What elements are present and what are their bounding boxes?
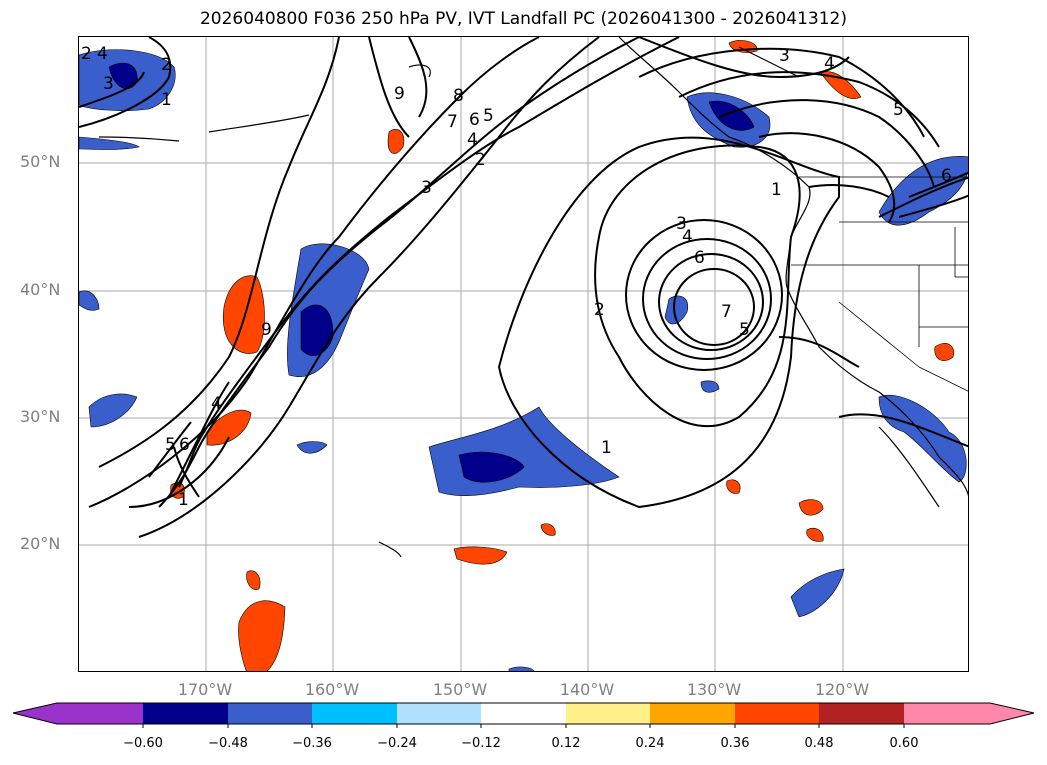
colorbar-outline [12, 702, 1035, 725]
contour-label: 9 [261, 320, 272, 340]
contour-label: 1 [601, 438, 612, 458]
coastlines [98, 37, 968, 558]
contour-label: 1 [771, 180, 782, 200]
pv-negative-areas [79, 49, 968, 671]
contour-label: 6 [179, 435, 190, 455]
colorbar-tick-label: −0.60 [123, 736, 163, 751]
contour-label: 4 [211, 394, 222, 414]
state-borders [791, 176, 968, 392]
lon-label-140w: 140°W [559, 680, 615, 699]
colorbar-tick-label: 0.48 [804, 736, 834, 751]
contour-label: 3 [103, 74, 114, 94]
colorbar-tick-label: −0.36 [292, 736, 332, 751]
lon-label-130w: 130°W [686, 680, 742, 699]
contour-label: 4 [467, 130, 478, 150]
contour-label: 5 [165, 435, 176, 455]
colorbar-segment [481, 703, 566, 724]
colorbar-segment [13, 703, 143, 724]
pv-positive-areas [170, 40, 955, 671]
contour-label: 8 [453, 86, 464, 106]
contour-label: 2 [475, 150, 486, 170]
colorbar-tick-label: −0.24 [377, 736, 417, 751]
contour-label: 4 [824, 54, 835, 74]
ivt-contours [79, 37, 968, 538]
lon-label-120w: 120°W [814, 680, 870, 699]
lon-label-160w: 160°W [304, 680, 360, 699]
contour-label: 1 [161, 90, 172, 110]
colorbar-segment [228, 703, 312, 724]
lat-label-30n: 30°N [20, 407, 61, 426]
lon-label-170w: 170°W [177, 680, 233, 699]
colorbar-segment [735, 703, 819, 724]
contour-label: 5 [483, 106, 494, 126]
contour-label: 6 [941, 166, 952, 186]
contour-label: 2 [161, 55, 172, 75]
contour-label: 6 [469, 110, 480, 130]
contour-label: 9 [394, 84, 405, 104]
contour-label: 3 [676, 214, 687, 234]
colorbar-segment [312, 703, 397, 724]
contour-label: 4 [682, 227, 693, 247]
chart-title: 2026040800 F036 250 hPa PV, IVT Landfall… [199, 9, 847, 29]
lon-label-150w: 150°W [432, 680, 488, 699]
colorbar-segment [566, 703, 650, 724]
colorbar-segment [904, 703, 1034, 724]
colorbar-segment [397, 703, 481, 724]
contour-label: 5 [739, 320, 750, 340]
contour-labels: 2 4 3 2 1 9 8 7 6 5 4 2 3 3 4 5 1 6 3 4 … [81, 44, 952, 510]
lat-label-20n: 20°N [20, 534, 61, 553]
contour-label: 2 [81, 44, 92, 64]
contour-label: 7 [447, 112, 458, 132]
colorbar-tick-label: 0.36 [720, 736, 750, 751]
contour-label: 3 [779, 46, 790, 66]
colorbar-segment [143, 703, 228, 724]
colorbar-segment [819, 703, 904, 724]
contour-label: 3 [421, 178, 432, 198]
colorbar-tick-label: 0.60 [889, 736, 919, 751]
contour-label: 1 [178, 490, 189, 510]
colorbar-tick-label: 0.12 [551, 736, 581, 751]
colorbar-tick-label: −0.12 [461, 736, 501, 751]
lat-label-40n: 40°N [20, 280, 61, 299]
colorbar-tick-label: 0.24 [635, 736, 665, 751]
contour-label: 5 [893, 100, 904, 120]
contour-label: 7 [721, 302, 732, 322]
contour-label: 4 [97, 44, 108, 64]
map-panel: 2 4 3 2 1 9 8 7 6 5 4 2 3 3 4 5 1 6 3 4 … [78, 36, 969, 672]
contour-label: 2 [594, 300, 605, 320]
colorbar-ticks [142, 724, 905, 728]
colorbar [12, 702, 1035, 728]
colorbar-segment [650, 703, 735, 724]
map-canvas: 2 4 3 2 1 9 8 7 6 5 4 2 3 3 4 5 1 6 3 4 … [79, 37, 968, 671]
contour-label: 6 [694, 248, 705, 268]
lat-label-50n: 50°N [20, 152, 61, 171]
colorbar-tick-label: −0.48 [208, 736, 248, 751]
